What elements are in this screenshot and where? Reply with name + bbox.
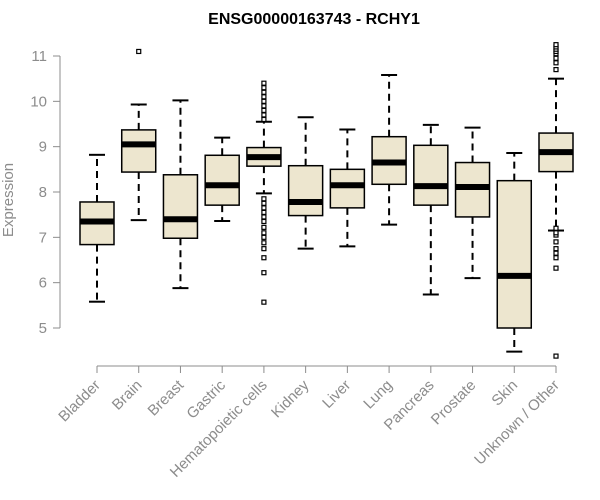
box-iqr	[496, 179, 533, 329]
x-tick-label: Bladder	[55, 377, 104, 426]
x-tick-label: Kidney	[268, 376, 313, 421]
y-tick-label: 10	[30, 93, 47, 110]
x-tick-label: Skin	[488, 377, 521, 410]
outlier-point	[261, 230, 267, 236]
outlier-point	[261, 214, 267, 220]
outlier-point	[261, 85, 267, 91]
outlier-point	[261, 89, 267, 95]
outlier-point	[261, 107, 267, 114]
y-tick-label: 11	[31, 48, 47, 65]
outlier-point	[553, 66, 559, 73]
box-group	[329, 128, 366, 248]
outlier-point	[261, 103, 267, 109]
x-tick-label: Liver	[319, 377, 354, 412]
box-group	[162, 99, 199, 290]
box-series	[79, 42, 574, 359]
box-group	[371, 74, 407, 226]
box-group	[204, 136, 240, 223]
box-group	[496, 152, 533, 353]
box-group	[120, 48, 157, 222]
outlier-point	[553, 225, 559, 231]
box-iqr	[204, 154, 240, 206]
x-tick-label: Breast	[145, 376, 188, 419]
y-tick-label: 5	[39, 320, 47, 337]
outlier-point	[261, 299, 267, 305]
chart-title: ENSG00000163743 - RCHY1	[208, 11, 420, 28]
box-iqr	[287, 164, 324, 217]
outlier-point	[261, 116, 267, 123]
outlier-point	[553, 230, 559, 236]
x-tick-label: Brain	[109, 377, 146, 414]
box-iqr	[162, 174, 199, 239]
box-group	[79, 153, 115, 303]
outlier-point	[261, 209, 267, 215]
outlier-point	[261, 205, 267, 211]
box-group	[413, 123, 449, 296]
y-axis-label: Expression	[0, 163, 17, 237]
x-tick-label: Prostate	[428, 377, 480, 429]
outlier-point	[261, 200, 267, 206]
y-tick-label: 8	[39, 184, 47, 201]
outlier-point	[261, 246, 267, 252]
box-iqr	[120, 129, 157, 173]
box-group	[454, 126, 491, 280]
y-tick-label: 6	[39, 275, 47, 292]
outlier-point	[261, 98, 267, 104]
outlier-point	[261, 270, 267, 276]
outlier-point	[261, 80, 267, 86]
y-tick-label: 7	[39, 229, 47, 246]
box-iqr	[413, 144, 449, 206]
outlier-point	[553, 42, 559, 48]
outlier-point	[261, 224, 267, 230]
outlier-point	[553, 55, 559, 61]
outlier-point	[553, 265, 559, 271]
box-group	[287, 116, 324, 250]
y-tick-label: 9	[39, 139, 47, 156]
outlier-point	[261, 234, 267, 240]
y-axis: 5 6 7 8 9 10 11	[30, 48, 61, 337]
outlier-point	[261, 218, 267, 225]
outlier-point	[136, 48, 142, 55]
x-tick-label: Lung	[360, 377, 396, 413]
outlier-point	[261, 240, 267, 246]
outlier-point	[261, 112, 267, 118]
outlier-point	[553, 60, 559, 66]
outlier-point	[553, 250, 559, 256]
outlier-point	[553, 255, 559, 261]
outlier-point	[261, 94, 267, 100]
outlier-point	[261, 196, 267, 202]
box-group	[246, 80, 282, 305]
outlier-point	[553, 246, 559, 252]
outlier-point	[553, 239, 559, 245]
box-group	[538, 42, 574, 359]
box-iqr	[329, 168, 366, 209]
outlier-point	[553, 353, 559, 359]
outlier-point	[261, 255, 267, 261]
